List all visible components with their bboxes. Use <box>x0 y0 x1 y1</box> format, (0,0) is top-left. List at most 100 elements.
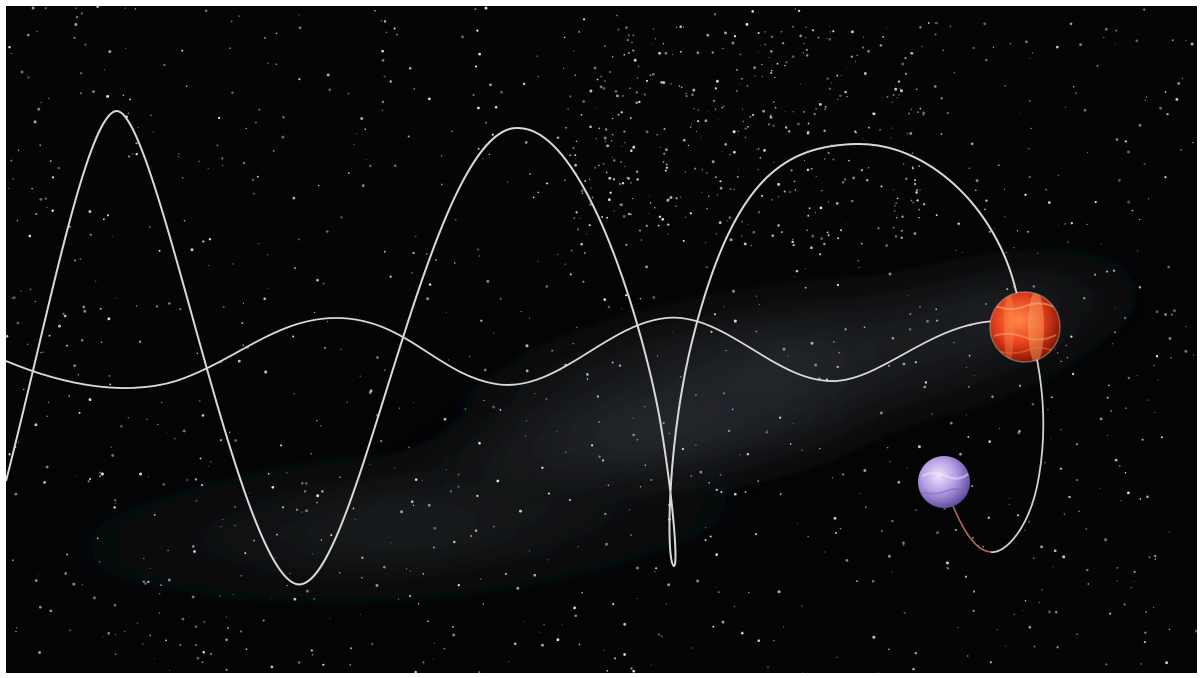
star <box>862 46 864 49</box>
star <box>546 182 549 185</box>
star <box>534 393 536 395</box>
star <box>167 549 169 552</box>
star <box>513 642 517 645</box>
star <box>267 62 269 64</box>
star <box>1107 434 1109 436</box>
star <box>836 656 838 658</box>
star <box>292 335 295 338</box>
star <box>127 112 130 115</box>
star <box>79 258 82 260</box>
star <box>483 368 487 372</box>
star <box>946 566 948 568</box>
space-illustration <box>6 6 1197 673</box>
star <box>894 235 898 238</box>
star <box>1131 209 1134 212</box>
star <box>894 85 896 87</box>
star <box>216 144 219 147</box>
star <box>533 573 537 577</box>
star <box>1168 628 1171 631</box>
star <box>770 198 773 201</box>
star <box>12 296 16 300</box>
star <box>913 182 917 186</box>
star <box>857 259 860 262</box>
star <box>408 446 411 449</box>
star <box>844 90 847 94</box>
star <box>898 94 900 96</box>
star <box>267 472 270 475</box>
star <box>722 47 724 50</box>
star <box>715 488 718 491</box>
star <box>451 130 453 132</box>
star <box>181 49 184 52</box>
star <box>726 220 728 222</box>
star <box>14 492 18 496</box>
star <box>609 71 612 73</box>
star <box>537 191 539 194</box>
star <box>1164 91 1167 93</box>
star <box>39 198 43 201</box>
star <box>626 39 629 41</box>
star <box>946 567 950 570</box>
star <box>859 493 861 494</box>
star <box>483 399 485 402</box>
star <box>200 483 204 487</box>
star <box>44 7 47 10</box>
star <box>595 138 597 140</box>
star <box>657 224 660 227</box>
star <box>915 509 917 511</box>
star <box>153 658 155 660</box>
star <box>1103 37 1105 38</box>
star <box>274 557 276 558</box>
star <box>762 109 765 113</box>
star <box>627 34 630 37</box>
star <box>915 188 919 192</box>
star <box>731 289 735 293</box>
star <box>770 35 774 39</box>
star <box>805 37 807 39</box>
star <box>1099 417 1103 421</box>
star <box>1024 193 1027 196</box>
star <box>16 627 18 629</box>
star <box>855 131 857 134</box>
star <box>80 338 84 342</box>
star <box>340 216 343 219</box>
star <box>326 73 330 77</box>
star <box>508 660 510 662</box>
star <box>1018 429 1021 433</box>
star <box>136 622 138 624</box>
star <box>361 556 364 559</box>
star <box>749 115 752 118</box>
star <box>115 502 117 504</box>
star <box>1123 603 1126 606</box>
star <box>856 54 858 57</box>
star <box>919 107 921 110</box>
star <box>653 207 656 209</box>
star <box>449 490 453 493</box>
star <box>933 84 937 88</box>
star <box>598 421 600 423</box>
star <box>731 41 735 45</box>
star <box>823 157 826 160</box>
star <box>293 393 295 395</box>
star <box>92 596 96 600</box>
star <box>654 571 656 573</box>
star <box>169 670 170 672</box>
star <box>234 506 236 508</box>
star <box>759 157 762 159</box>
star <box>204 9 208 13</box>
star <box>433 642 435 644</box>
star <box>660 81 663 84</box>
star <box>616 14 618 17</box>
star <box>684 171 686 173</box>
space-scene <box>6 6 1197 673</box>
purple-planet <box>918 456 970 508</box>
star <box>721 106 723 109</box>
star <box>110 446 112 448</box>
star <box>714 87 717 90</box>
star <box>111 453 115 457</box>
star <box>1168 531 1170 533</box>
star <box>891 519 894 523</box>
star <box>897 480 901 484</box>
star <box>782 347 786 351</box>
star <box>545 398 548 400</box>
